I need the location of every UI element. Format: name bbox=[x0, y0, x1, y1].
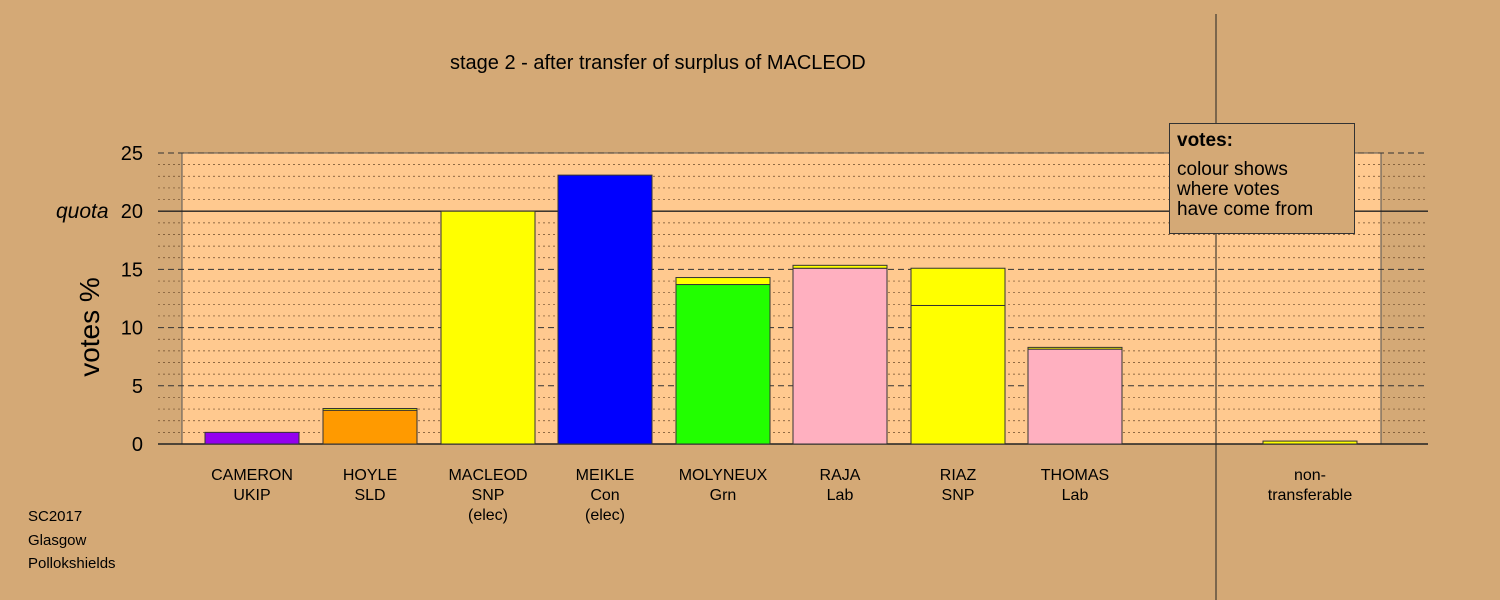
bar-segment bbox=[322, 407, 418, 411]
y-tick-label: 25 bbox=[121, 143, 143, 165]
bar-segment bbox=[675, 277, 771, 286]
legend-title: votes: bbox=[1177, 130, 1233, 151]
x-tick-label: Grn bbox=[710, 487, 737, 504]
x-tick-label: RIAZ bbox=[940, 467, 977, 484]
y-tick-label: 0 bbox=[132, 434, 143, 456]
x-tick-label: (elec) bbox=[468, 507, 508, 524]
chart-title: stage 2 - after transfer of surplus of M… bbox=[450, 52, 866, 74]
x-tick-label: MEIKLE bbox=[576, 467, 635, 484]
x-tick-label: Lab bbox=[827, 487, 854, 504]
footer-council: Glasgow bbox=[28, 531, 87, 549]
bar-segment bbox=[1027, 348, 1123, 445]
bar-segment bbox=[792, 267, 888, 445]
x-tick-label: non- bbox=[1294, 467, 1326, 484]
y-tick-label: 15 bbox=[121, 259, 143, 281]
bar-segment bbox=[322, 409, 418, 445]
footer-info: SC2017 Glasgow Pollokshields bbox=[28, 505, 116, 576]
y-tick-label: 5 bbox=[132, 376, 143, 398]
x-tick-label: Con bbox=[590, 487, 619, 504]
x-tick-label: THOMAS bbox=[1041, 467, 1109, 484]
legend-box: votes: colour shows where votes have com… bbox=[1169, 123, 1355, 234]
y-tick-label: 10 bbox=[121, 318, 143, 340]
legend-body: colour shows where votes have come from bbox=[1177, 159, 1314, 220]
x-tick-label: Lab bbox=[1062, 487, 1089, 504]
bar-segment bbox=[440, 210, 536, 445]
x-tick-label: (elec) bbox=[585, 507, 625, 524]
bar-segment bbox=[1027, 346, 1123, 350]
x-tick-label: MOLYNEUX bbox=[679, 467, 768, 484]
quota-label: quota bbox=[56, 200, 109, 223]
y-axis-label: votes % bbox=[74, 277, 105, 377]
x-tick-label: RAJA bbox=[820, 467, 861, 484]
x-tick-label: SNP bbox=[472, 487, 505, 504]
y-tick-label: 20 bbox=[121, 201, 143, 223]
bar-segment bbox=[792, 264, 888, 269]
footer-ward: Pollokshields bbox=[28, 555, 116, 572]
x-tick-label: UKIP bbox=[233, 487, 270, 504]
bar-segment bbox=[557, 174, 653, 445]
x-tick-label: SLD bbox=[354, 487, 385, 504]
footer-election: SC2017 bbox=[28, 508, 83, 525]
bar-segment bbox=[910, 267, 1006, 306]
x-tick-label: HOYLE bbox=[343, 467, 397, 484]
x-tick-label: CAMERON bbox=[211, 467, 293, 484]
bar-segment bbox=[910, 304, 1006, 445]
bar-segment bbox=[675, 284, 771, 445]
bar-segment bbox=[1262, 440, 1358, 445]
x-tick-label: SNP bbox=[942, 487, 975, 504]
bar-segment bbox=[204, 431, 300, 445]
x-tick-label: transferable bbox=[1268, 487, 1353, 504]
x-tick-label: MACLEOD bbox=[448, 467, 527, 484]
